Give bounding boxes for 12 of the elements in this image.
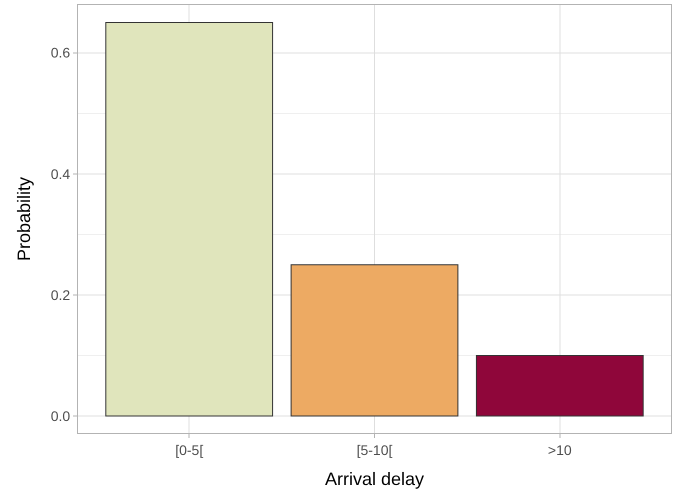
y-axis-title: Probability	[14, 176, 34, 262]
y-tick-label: 0.6	[50, 44, 70, 61]
bar	[476, 355, 644, 417]
y-tick-label: 0.2	[50, 286, 70, 303]
y-tick-label: 0.4	[50, 166, 70, 182]
bar	[290, 264, 458, 417]
x-tick-label: [5-10[	[356, 442, 393, 458]
x-tick-label: [0-5[	[175, 442, 204, 458]
x-axis-title: Arrival delay	[324, 468, 424, 489]
y-tick-label: 0.0	[50, 408, 70, 424]
bar	[105, 22, 274, 417]
x-tick-label: >10	[548, 442, 572, 458]
